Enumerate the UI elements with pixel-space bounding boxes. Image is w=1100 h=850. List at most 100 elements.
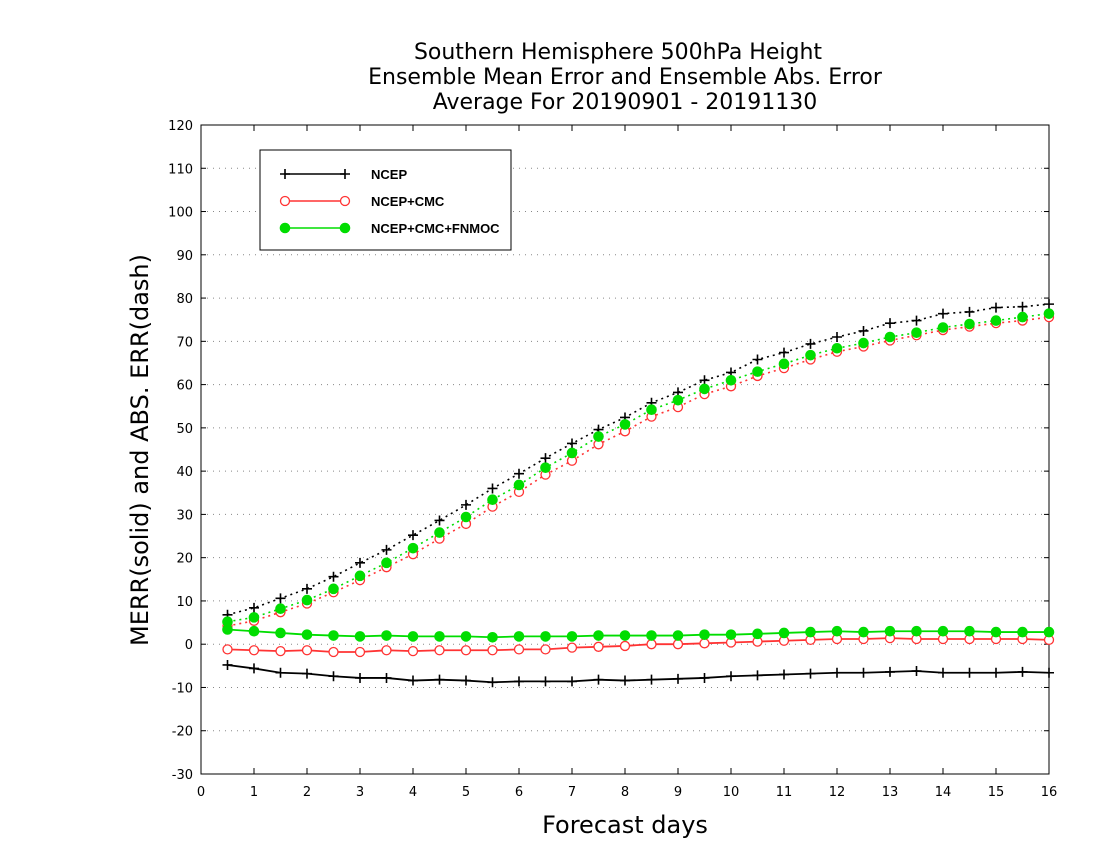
ncep-abs-err-point — [302, 583, 312, 594]
ncep-abs-err-point — [964, 306, 975, 317]
ncep-merr-point — [593, 674, 604, 685]
ncep-abs-err-point — [779, 347, 789, 358]
ncep-cmc-fnmoc-merr-point — [619, 630, 631, 641]
x-tick-label: 13 — [882, 785, 899, 800]
y-tick-label: -20 — [172, 725, 193, 740]
ncep-cmc-fnmoc-merr-point — [460, 631, 472, 642]
ncep-cmc-merr-point — [275, 645, 286, 657]
ncep-merr-point — [381, 672, 392, 683]
ncep-cmc-merr-point — [487, 645, 498, 656]
ncep-cmc-fnmoc-abs-err-point — [248, 612, 260, 623]
ncep-cmc-fnmoc-abs-err-point — [805, 349, 816, 361]
ncep-merr-line — [227, 664, 1050, 684]
ncep-abs-err-point — [487, 483, 498, 494]
x-tick-label: 1 — [250, 785, 258, 800]
ncep-abs-err-point — [938, 308, 948, 319]
ncep-abs-err-point — [275, 593, 286, 604]
x-tick-label: 6 — [515, 785, 523, 800]
ncep-merr-point — [673, 673, 683, 684]
ncep-cmc-merr-point — [301, 645, 313, 656]
x-tick-label: 8 — [621, 785, 629, 800]
ncep-cmc-fnmoc-abs-err-point — [884, 331, 896, 343]
ncep-cmc-fnmoc-merr-point — [858, 626, 869, 638]
legend-box — [259, 149, 512, 251]
legend: NCEP NCEP+CMC NCEP+CMC+FNMOC — [259, 149, 512, 251]
ncep-cmc-fnmoc-merr-point — [513, 631, 525, 642]
ncep-cmc-abs-err-line — [227, 316, 1050, 627]
x-axis-label: Forecast days — [542, 811, 708, 839]
ncep-cmc-merr-point — [540, 644, 551, 655]
y-tick-label: 120 — [168, 119, 193, 134]
ncep-cmc-fnmoc-abs-err-point — [540, 462, 551, 473]
ncep-merr-point — [567, 676, 577, 687]
ncep-cmc-merr-point — [222, 644, 233, 655]
ncep-cmc-merr-point — [328, 646, 339, 658]
series-ncep-cmc-fnmoc — [222, 308, 1055, 643]
y-tick-label: -10 — [172, 681, 193, 696]
ncep-cmc-fnmoc-abs-err-point — [619, 419, 631, 430]
ncep-cmc-fnmoc-abs-err-point — [566, 447, 578, 459]
y-tick-label: 80 — [176, 292, 193, 307]
chart-titles: Southern Hemisphere 500hPa Height Ensemb… — [368, 40, 883, 115]
ncep-merr-point — [275, 667, 286, 678]
legend-item-ncep-cmc-fnmoc: NCEP+CMC+FNMOC — [279, 221, 500, 236]
ncep-cmc-fnmoc-abs-err-point — [434, 527, 445, 538]
legend-marker — [340, 169, 350, 179]
y-tick-label: 100 — [168, 206, 193, 221]
ncep-cmc-fnmoc-merr-point — [672, 630, 684, 641]
ncep-cmc-merr-point — [248, 645, 260, 656]
ncep-cmc-fnmoc-merr-point — [222, 624, 233, 635]
ncep-cmc-fnmoc-merr-point — [354, 631, 366, 642]
ncep-merr-point — [832, 667, 842, 678]
ncep-cmc-fnmoc-merr-point — [275, 627, 286, 639]
series-layer — [222, 299, 1055, 688]
series-ncep-cmc — [222, 311, 1055, 658]
ncep-abs-err-point — [1044, 299, 1054, 310]
legend-marker — [279, 195, 291, 207]
ncep-merr-point — [726, 671, 736, 682]
ncep-cmc-fnmoc-abs-err-point — [1043, 308, 1055, 319]
ncep-cmc-merr-point — [619, 640, 631, 652]
ncep-merr-point — [885, 666, 895, 677]
ncep-merr-point — [514, 676, 524, 687]
y-tick-label: 70 — [176, 335, 193, 350]
ncep-cmc-fnmoc-merr-point — [752, 628, 763, 640]
y-tick-label: 50 — [176, 422, 193, 437]
ncep-cmc-fnmoc-merr-point — [937, 625, 949, 637]
ncep-cmc-fnmoc-abs-err-point — [460, 511, 472, 523]
ncep-abs-err-point — [434, 515, 445, 526]
ncep-cmc-fnmoc-abs-err-point — [699, 383, 710, 395]
legend-item-ncep-cmc: NCEP+CMC — [279, 194, 445, 209]
ncep-abs-err-point — [328, 571, 339, 582]
ncep-abs-err-point — [381, 544, 392, 555]
ncep-cmc-fnmoc-merr-point — [911, 625, 922, 637]
x-tick-label: 3 — [356, 785, 364, 800]
ncep-merr-point — [991, 667, 1001, 678]
ncep-cmc-fnmoc-abs-err-point — [937, 322, 949, 333]
ncep-cmc-fnmoc-abs-err-point — [301, 594, 313, 606]
ncep-cmc-fnmoc-merr-point — [487, 631, 498, 643]
legend-item-ncep: NCEP — [280, 167, 407, 182]
x-tick-label: 15 — [988, 785, 1005, 800]
ncep-cmc-fnmoc-merr-point — [725, 629, 737, 640]
ncep-merr-point — [964, 667, 975, 678]
ncep-abs-err-line — [227, 303, 1050, 616]
ncep-cmc-fnmoc-abs-err-point — [593, 431, 604, 442]
ncep-abs-err-point — [832, 332, 842, 343]
ncep-cmc-fnmoc-merr-point — [964, 625, 975, 637]
series-ncep — [222, 299, 1054, 688]
ncep-abs-err-point — [885, 318, 895, 329]
y-tick-label: -30 — [172, 768, 193, 783]
y-tick-label: 0 — [185, 638, 193, 653]
ncep-cmc-fnmoc-merr-point — [884, 625, 896, 637]
ncep-merr-point — [646, 674, 657, 685]
chart-title-line-1: Southern Hemisphere 500hPa Height — [414, 40, 822, 65]
ncep-cmc-fnmoc-abs-err-point — [778, 358, 790, 370]
ncep-merr-point — [461, 675, 471, 686]
ncep-cmc-fnmoc-merr-point — [990, 626, 1002, 638]
ncep-cmc-fnmoc-abs-err-point — [725, 374, 737, 386]
ncep-merr-point — [408, 675, 418, 686]
ncep-merr-point — [779, 669, 789, 680]
ncep-abs-err-point — [805, 338, 816, 349]
x-tick-label: 5 — [462, 785, 470, 800]
